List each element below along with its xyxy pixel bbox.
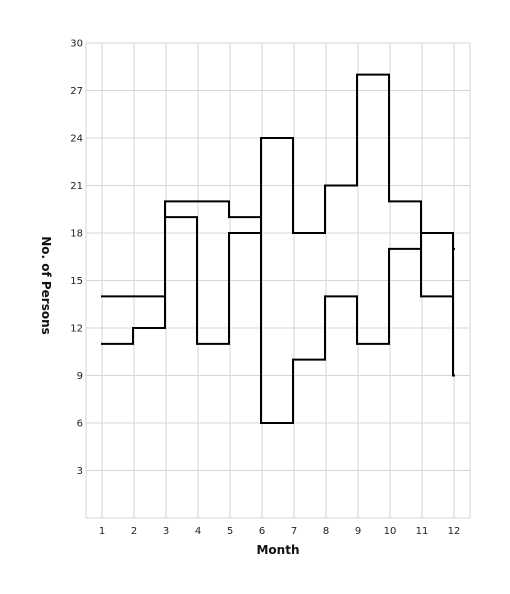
- x-tick-label: 4: [195, 526, 201, 537]
- y-tick-label: 21: [70, 181, 83, 192]
- x-tick-label: 1: [99, 526, 105, 537]
- y-tick-label: 3: [77, 466, 83, 477]
- y-tick-label: 6: [77, 419, 83, 430]
- x-tick-label: 7: [291, 526, 297, 537]
- x-tick-label: 2: [131, 526, 137, 537]
- x-tick-label: 9: [355, 526, 361, 537]
- x-axis: 1 2 3 4 5 6 7 8 9 10 11 12: [99, 526, 461, 537]
- y-axis: 3 6 9 12 15 18 21 24 27 30: [70, 39, 83, 478]
- x-tick-label: 3: [163, 526, 169, 537]
- y-tick-label: 9: [77, 371, 83, 382]
- grid: [86, 42, 470, 518]
- x-tick-label: 8: [323, 526, 329, 537]
- x-tick-label: 10: [384, 526, 397, 537]
- x-tick-label: 5: [227, 526, 233, 537]
- plot-area: [85, 42, 471, 519]
- series-2-step-line: [101, 73, 455, 345]
- y-tick-label: 27: [70, 86, 83, 97]
- y-tick-label: 15: [70, 276, 83, 287]
- x-axis-title: Month: [256, 543, 299, 557]
- x-tick-label: 11: [416, 526, 429, 537]
- x-tick-label: 6: [259, 526, 265, 537]
- x-tick-label: 12: [448, 526, 461, 537]
- series-group: [101, 73, 455, 424]
- y-tick-label: 24: [70, 134, 83, 145]
- y-tick-label: 30: [70, 39, 83, 50]
- y-tick-label: 18: [70, 229, 83, 240]
- y-axis-title: No. of Persons: [39, 236, 53, 335]
- series-1-step-line: [101, 200, 455, 424]
- y-tick-label: 12: [70, 324, 83, 335]
